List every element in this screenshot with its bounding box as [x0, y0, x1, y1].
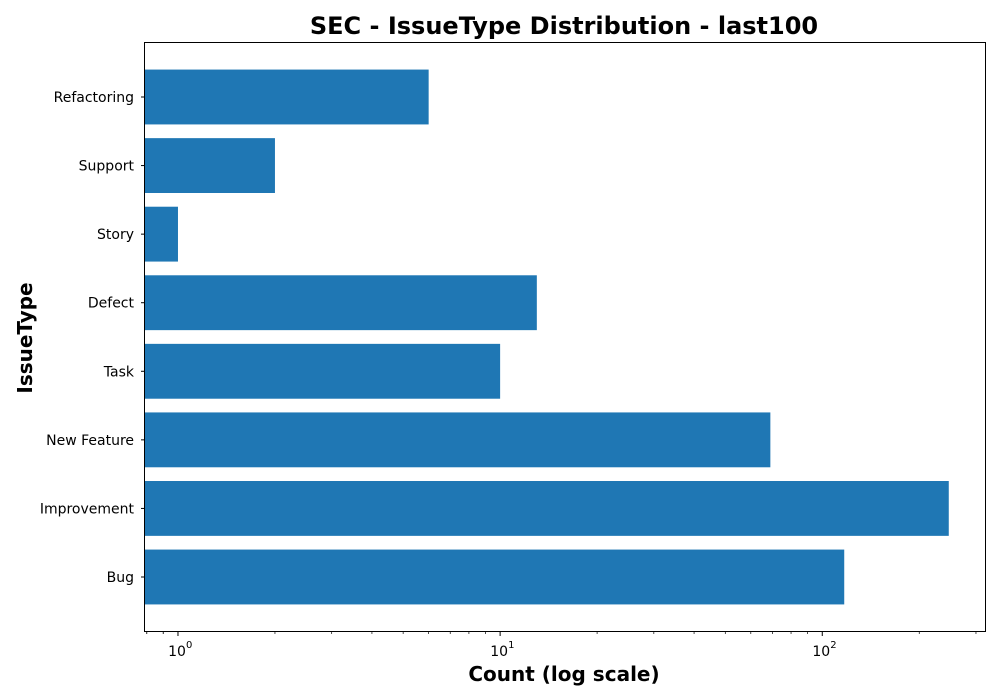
x-tick-label: 10: [168, 644, 186, 660]
y-ticks-group: Bug Improvement New Feature Task Defect Story…: [40, 90, 145, 586]
x-axis-label: Count (log scale): [468, 662, 659, 686]
y-tick-label: Defect: [88, 296, 135, 312]
y-tick-label: Refactoring: [54, 90, 134, 106]
chart-title: SEC - IssueType Distribution - last100: [310, 12, 818, 40]
bar-new-feature: [145, 412, 771, 468]
bars-group: [145, 69, 949, 605]
y-tick-label: Bug: [107, 570, 134, 586]
x-tick-exponent: 0: [186, 640, 192, 651]
y-tick-label: Story: [97, 227, 134, 243]
bar-task: [145, 343, 501, 399]
x-tick-exponent: 2: [830, 640, 836, 651]
y-tick-label: Improvement: [40, 501, 135, 517]
x-tick-exponent: 1: [508, 640, 514, 651]
bar-support: [145, 138, 275, 193]
y-tick-label: Task: [103, 364, 135, 380]
bar-defect: [145, 275, 537, 331]
bar-improvement: [145, 481, 949, 536]
y-tick-label: Support: [79, 159, 135, 175]
bar-bug: [145, 549, 845, 605]
y-axis-label: IssueType: [13, 282, 37, 393]
x-ticks-group: 10 0 10 1 10 2: [146, 631, 977, 660]
x-tick-label: 10: [490, 644, 508, 660]
y-tick-label: New Feature: [46, 433, 134, 449]
x-tick-label: 10: [812, 644, 830, 660]
bar-refactoring: [145, 69, 429, 125]
plot-frame: [144, 42, 986, 632]
bar-story: [145, 206, 178, 262]
